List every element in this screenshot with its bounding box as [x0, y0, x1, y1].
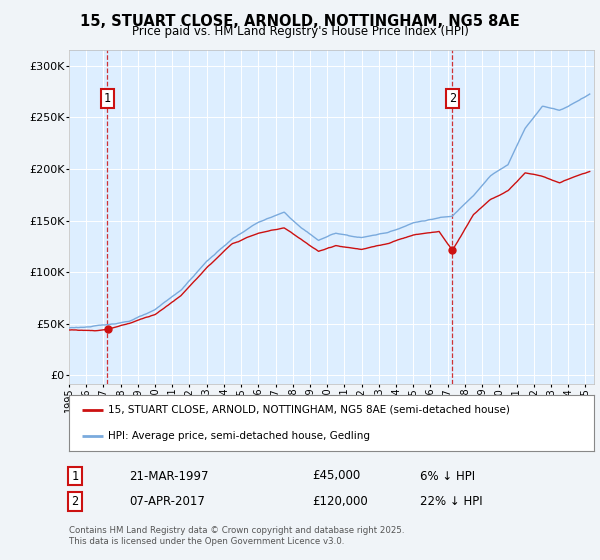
Text: 1: 1 [71, 469, 79, 483]
Text: 1: 1 [104, 92, 111, 105]
Text: £120,000: £120,000 [312, 494, 368, 508]
Text: 21-MAR-1997: 21-MAR-1997 [129, 469, 209, 483]
Text: 07-APR-2017: 07-APR-2017 [129, 494, 205, 508]
Text: HPI: Average price, semi-detached house, Gedling: HPI: Average price, semi-detached house,… [109, 431, 370, 441]
Text: 2: 2 [71, 494, 79, 508]
Text: Price paid vs. HM Land Registry's House Price Index (HPI): Price paid vs. HM Land Registry's House … [131, 25, 469, 38]
Text: 15, STUART CLOSE, ARNOLD, NOTTINGHAM, NG5 8AE: 15, STUART CLOSE, ARNOLD, NOTTINGHAM, NG… [80, 14, 520, 29]
Text: Contains HM Land Registry data © Crown copyright and database right 2025.
This d: Contains HM Land Registry data © Crown c… [69, 526, 404, 546]
Text: 2: 2 [449, 92, 456, 105]
Text: 6% ↓ HPI: 6% ↓ HPI [420, 469, 475, 483]
Text: £45,000: £45,000 [312, 469, 360, 483]
Text: 15, STUART CLOSE, ARNOLD, NOTTINGHAM, NG5 8AE (semi-detached house): 15, STUART CLOSE, ARNOLD, NOTTINGHAM, NG… [109, 405, 510, 415]
Text: 22% ↓ HPI: 22% ↓ HPI [420, 494, 482, 508]
